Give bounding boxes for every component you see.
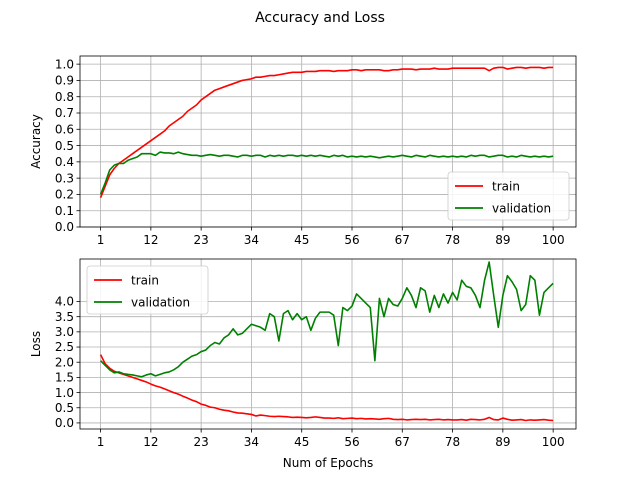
acc-axes-frame	[79, 55, 577, 228]
loss-legend: train validation	[86, 265, 209, 315]
loss-xtick-label: 23	[194, 435, 209, 449]
loss-xlabel: Num of Epochs	[283, 456, 373, 470]
acc-ytick-label: 0.0	[55, 220, 74, 234]
acc-xtick-label: 34	[244, 233, 259, 247]
acc-xtick-label: 23	[194, 233, 209, 247]
loss-ytick-label: 4.0	[55, 295, 74, 309]
loss-ytick-label: 1.5	[55, 371, 74, 385]
acc-ytick-label: 0.2	[55, 188, 74, 202]
loss-legend-label-train: train	[131, 273, 159, 287]
accuracy-subplot: 1 12 23 34 45 56 67 78 89 100 0.0 0.1 0.2 0.3 0.4 0.5 0.…	[29, 55, 577, 247]
acc-series-train-line	[99, 66, 554, 198]
acc-ytick-label: 1.0	[55, 57, 74, 71]
loss-xtick-label: 34	[244, 435, 259, 449]
acc-xtick-label: 56	[344, 233, 359, 247]
loss-subplot: 1 12 23 34 45 56 67 78 89 1000.00.51.01.52.02.53.…	[29, 258, 577, 470]
loss-xtick-label: 100	[542, 435, 565, 449]
acc-ytick-label: 0.3	[55, 171, 74, 185]
acc-xtick-label: 1	[97, 233, 105, 247]
acc-ytick-label: 0.5	[55, 139, 74, 153]
loss-ytick-label: 3.5	[55, 310, 74, 324]
loss-xtick-label: 56	[344, 435, 359, 449]
acc-xtick-label: 100	[542, 233, 565, 247]
loss-ytick-label: 2.0	[55, 355, 74, 369]
loss-xtick-label: 1	[97, 435, 105, 449]
acc-ytick-label: 0.6	[55, 122, 74, 136]
acc-ytick-label: 0.4	[55, 155, 74, 169]
loss-xtick-label: 45	[294, 435, 309, 449]
loss-xtick-label: 89	[495, 435, 510, 449]
acc-legend-label-validation: validation	[492, 201, 551, 215]
acc-xtick-label: 45	[294, 233, 309, 247]
loss-legend-label-validation: validation	[131, 295, 190, 309]
loss-ytick-label: 2.5	[55, 340, 74, 354]
acc-xtick-label: 78	[445, 233, 460, 247]
loss-axes-frame	[79, 258, 577, 430]
loss-ytick-label: 3.0	[55, 325, 74, 339]
acc-ytick-label: 0.7	[55, 106, 74, 120]
loss-series-train-line	[99, 354, 554, 422]
acc-ytick-label: 0.1	[55, 204, 74, 218]
acc-legend: train validation	[447, 171, 570, 221]
loss-ylabel: Loss	[29, 331, 43, 357]
acc-legend-label-train: train	[492, 179, 520, 193]
acc-xtick-label: 67	[395, 233, 410, 247]
loss-xtick-label: 12	[143, 435, 158, 449]
loss-series-validation-line	[100, 261, 554, 378]
loss-ytick-label: 1.0	[55, 386, 74, 400]
loss-xtick-label: 67	[395, 435, 410, 449]
acc-xtick-label: 89	[495, 233, 510, 247]
acc-ytick-label: 0.8	[55, 90, 74, 104]
acc-ytick-label: 0.9	[55, 74, 74, 88]
acc-ylabel: Accuracy	[29, 114, 43, 169]
loss-xtick-label: 78	[445, 435, 460, 449]
loss-ytick-label: 0.5	[55, 401, 74, 415]
loss-ytick-label: 0.0	[55, 416, 74, 430]
acc-series-validation-line	[99, 151, 554, 195]
figure-title: Accuracy and Loss	[255, 10, 385, 26]
acc-xtick-label: 12	[143, 233, 158, 247]
